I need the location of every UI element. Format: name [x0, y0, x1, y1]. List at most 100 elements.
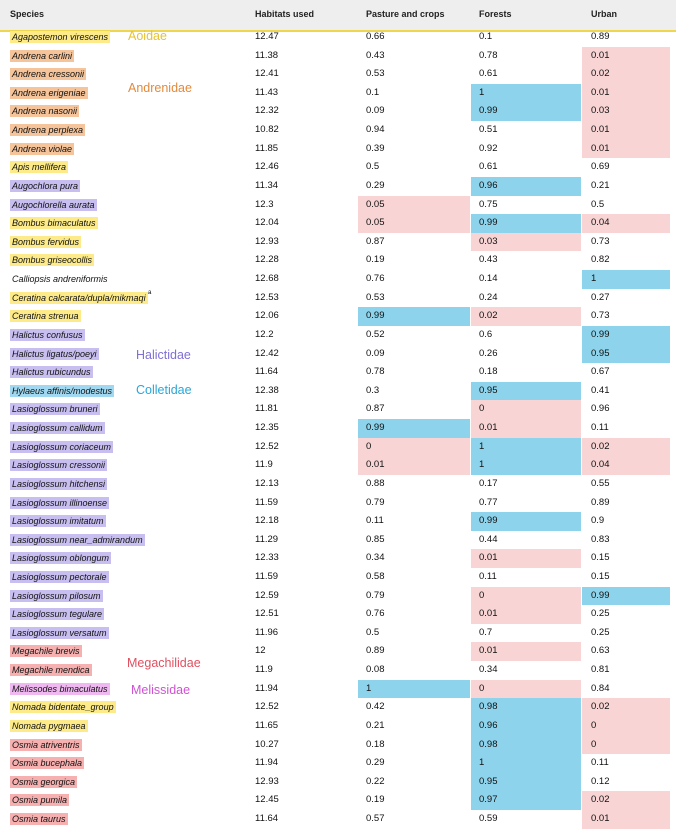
table-row: Osmia bucephala 11.94 0.29 1 0.11	[0, 754, 676, 773]
header-species: Species	[10, 9, 45, 19]
forests-value: 0.01	[479, 422, 498, 434]
family-label-halictidae: Halictidae	[136, 348, 191, 362]
habitats-used-value: 12.2	[255, 328, 274, 340]
urban-highlight	[582, 46, 670, 66]
habitats-used-value: 11.34	[255, 179, 279, 191]
species-name: Lasioglossum hitchensi	[10, 477, 108, 490]
species-name: Halictus confusus	[10, 328, 85, 341]
family-label-megachilidae: Megachilidae	[127, 656, 201, 670]
pasture-value: 0.99	[366, 422, 385, 434]
pasture-highlight	[358, 214, 470, 233]
forests-value: 0.26	[479, 347, 498, 359]
habitats-used-value: 11.9	[255, 459, 273, 471]
forests-highlight	[471, 586, 581, 606]
forests-value: 0.96	[479, 719, 498, 731]
species-name: Andrena nasonii	[10, 105, 80, 118]
species-name: Osmia taurus	[10, 813, 68, 826]
forests-value: 0.18	[479, 366, 498, 378]
pasture-value: 0.5	[366, 161, 380, 173]
urban-value: 0.11	[591, 757, 609, 769]
forests-value: 0.61	[479, 68, 498, 80]
habitats-used-value: 12.51	[255, 608, 279, 620]
table-row: Lasioglossum callidum 12.35 0.99 0.01 0.11	[0, 419, 676, 438]
table-row: Lasioglossum pilosum 12.59 0.79 0 0.99	[0, 586, 676, 606]
pasture-value: 0.58	[366, 570, 385, 582]
species-name: Calliopsis andreniformis	[12, 274, 108, 285]
forests-value: 0.6	[479, 328, 493, 340]
table-row: Megachile brevis 12 0.89 0.01 0.63	[0, 642, 676, 662]
pasture-value: 0.19	[366, 794, 385, 806]
species-name: Megachile brevis	[10, 645, 82, 658]
urban-value: 0.02	[591, 794, 610, 806]
forests-value: 1	[479, 440, 485, 452]
pasture-value: 0.79	[366, 589, 385, 601]
family-label-apidae: Aoidae	[128, 29, 167, 43]
forests-value: 0.92	[479, 142, 498, 154]
table-row: Nomada pygmaea 11.65 0.21 0.96 0	[0, 716, 676, 736]
table-row: Andrena erigeniae 11.43 0.1 1 0.01	[0, 83, 676, 103]
habitats-used-value: 12.18	[255, 515, 279, 527]
species-name: Lasioglossum oblongum	[10, 552, 112, 565]
habitats-used-value: 11.29	[255, 533, 279, 545]
species-name: Lasioglossum pectorale	[10, 570, 109, 583]
habitats-used-value: 12.59	[255, 589, 279, 601]
urban-value: 0.55	[591, 477, 610, 489]
habitats-used-value: 11.94	[255, 682, 279, 694]
forests-value: 0	[479, 589, 485, 601]
pasture-value: 0.52	[366, 328, 385, 340]
table-row: Hylaeus affinis/modestus 12.38 0.3 0.95 0.41	[0, 381, 676, 401]
forests-highlight	[471, 698, 581, 717]
forests-value: 0.99	[479, 515, 498, 527]
species-name: Halictus ligatus/poeyi	[10, 347, 99, 360]
forests-value: 1	[479, 86, 485, 98]
table-row: Halictus ligatus/poeyi 12.42 0.09 0.26 0.95	[0, 344, 676, 364]
forests-value: 0.11	[479, 570, 497, 582]
species-name: Bombus fervidus	[10, 235, 82, 248]
urban-value: 0.01	[591, 142, 610, 154]
urban-highlight	[582, 139, 670, 159]
table-row: Halictus confusus 12.2 0.52 0.6 0.99	[0, 325, 676, 345]
table-row: Nomada bidentate_group 12.52 0.42 0.98 0.02	[0, 698, 676, 717]
table-row: Lasioglossum hitchensi 12.13 0.88 0.17 0.55	[0, 475, 676, 494]
urban-value: 0.15	[591, 552, 610, 564]
species-name: Hylaeus affinis/modestus	[10, 384, 115, 397]
pasture-value: 0.87	[366, 235, 385, 247]
table-row: Lasioglossum bruneri 11.81 0.87 0 0.96	[0, 400, 676, 419]
forests-value: 0.99	[479, 217, 498, 229]
pasture-highlight	[358, 195, 470, 215]
species-name: Bombus griseocollis	[10, 254, 95, 267]
family-label-colletidae: Colletidae	[136, 383, 192, 397]
urban-value: 0.89	[591, 496, 610, 508]
table-row: Andrena violae 11.85 0.39 0.92 0.01	[0, 139, 676, 159]
pasture-value: 0.94	[366, 124, 385, 136]
pasture-value: 0.09	[366, 105, 385, 117]
habitats-used-value: 12.32	[255, 105, 279, 117]
table-row: Melissodes bimaculatus 11.94 1 0 0.84	[0, 679, 676, 699]
table-row: Osmia georgica 12.93 0.22 0.95 0.12	[0, 772, 676, 792]
pasture-highlight	[358, 419, 470, 438]
pasture-value: 0.19	[366, 254, 385, 266]
pasture-highlight	[358, 679, 470, 699]
urban-highlight	[582, 344, 670, 364]
habitats-used-value: 11.96	[255, 626, 279, 638]
urban-value: 0.03	[591, 105, 610, 117]
pasture-value: 0.85	[366, 533, 385, 545]
forests-value: 0.03	[479, 235, 498, 247]
table-row: Lasioglossum versatum 11.96 0.5 0.7 0.25	[0, 624, 676, 643]
urban-highlight	[582, 65, 670, 84]
forests-value: 0.14	[479, 273, 498, 285]
forests-value: 0.51	[479, 124, 498, 136]
pasture-value: 0.78	[366, 366, 385, 378]
forests-highlight	[471, 772, 581, 792]
habitats-used-value: 11.65	[255, 719, 279, 731]
pasture-value: 0.99	[366, 310, 385, 322]
table-row: Ceratina strenua 12.06 0.99 0.02 0.73	[0, 307, 676, 326]
urban-value: 0.99	[591, 328, 610, 340]
forests-value: 0.17	[479, 477, 498, 489]
urban-value: 0.12	[591, 775, 610, 787]
header-urban: Urban	[591, 9, 618, 19]
table-row: Lasioglossum near_admirandum 11.29 0.85 0.4…	[0, 531, 676, 550]
forests-value: 0.02	[479, 310, 498, 322]
species-name: Lasioglossum tegulare	[10, 608, 105, 621]
habitats-used-value: 12.68	[255, 273, 279, 285]
